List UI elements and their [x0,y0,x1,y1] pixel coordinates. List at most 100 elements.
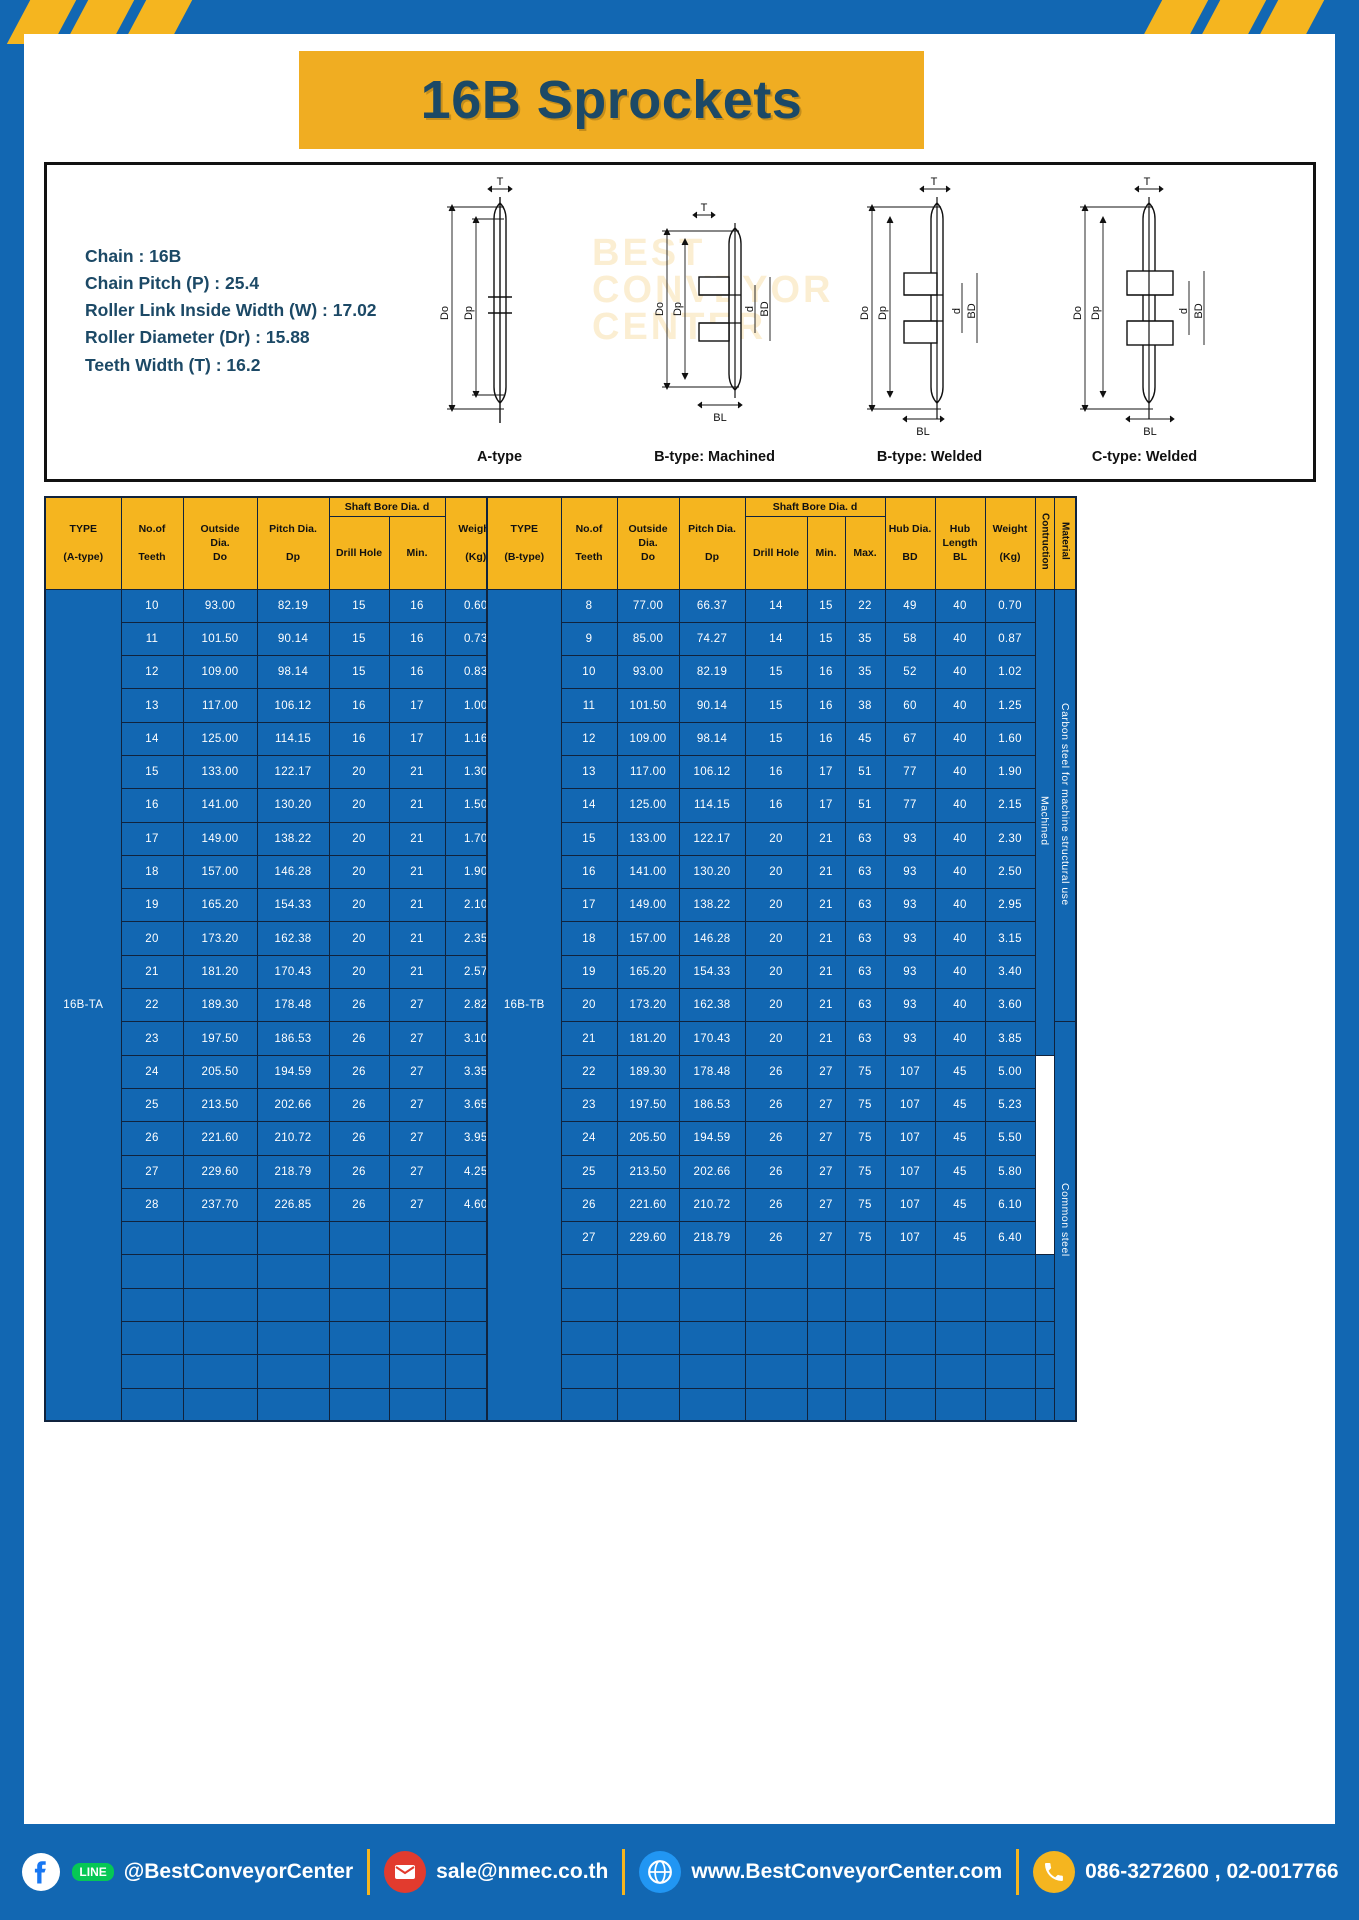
table-cell: 27 [560,1221,618,1256]
footer-facebook[interactable]: LINE @BestConveyorCenter [6,1851,367,1893]
table-cell: 14 [744,588,808,623]
svg-text:BL: BL [916,426,929,438]
material-carbon-steel: Carbon steel for machine structural use [1053,588,1077,1023]
svg-text:d: d [744,306,756,312]
table-cell: 22 [844,588,886,623]
table-row: 9 85.00 74.27 14 15 35 58 40 0.87 [487,621,1076,657]
page-title: 16B Sprockets [420,70,803,130]
table-cell: 205.50 [182,1054,258,1089]
table-cell-empty [388,1387,446,1422]
table-cell: 19 [560,954,618,990]
table-cell: 15 [328,655,390,690]
table-cell: 45 [934,1187,986,1223]
table-cell: 93 [884,854,936,890]
svg-text:BD: BD [759,301,771,316]
table-cell-empty [616,1287,680,1323]
table-cell: 40 [934,655,986,690]
facebook-handle: @BestConveyorCenter [123,1860,354,1883]
table-cell-empty [884,1254,936,1289]
website-url: www.BestConveyorCenter.com [691,1860,1003,1883]
table-cell: 93 [884,1021,936,1056]
table-cell: 45 [934,1121,986,1156]
table-cell-empty [256,1254,330,1289]
table-cell: 26 [328,1054,390,1089]
table-cell: 93 [884,954,936,990]
table-cell-empty [328,1287,390,1323]
table-cell: 60 [884,688,936,723]
table-cell: 17 [806,788,846,823]
b-type-machined-drawing: T Do Dp d BD BL [654,202,771,424]
table-cell: 26 [744,1221,808,1256]
table-cell: 21 [388,854,446,890]
table-cell-empty [256,1387,330,1422]
table-cell-empty [560,1354,618,1389]
table-cell: 63 [844,854,886,890]
table-cell: 186.53 [678,1087,746,1123]
table-cell: 5.23 [984,1087,1036,1123]
table-cell-empty [616,1387,680,1422]
th-b-drill-hole: Drill Hole [744,516,808,590]
svg-text:Dp: Dp [672,302,684,316]
table-cell: 51 [844,788,886,823]
table-cell: 75 [844,1187,886,1223]
table-cell: 130.20 [256,788,330,823]
table-cell: 27 [388,1187,446,1223]
table-cell: 237.70 [182,1187,258,1223]
table-cell-empty [744,1354,808,1389]
footer-website[interactable]: www.BestConveyorCenter.com [625,1851,1016,1893]
table-row: 12 109.00 98.14 15 16 45 67 40 1.60 [487,721,1076,756]
th-b-material: Material [1053,496,1077,590]
footer-divider-2 [622,1849,626,1895]
table-cell: 154.33 [256,888,330,923]
table-cell: 40 [934,1021,986,1056]
table-row: 14 125.00 114.15 16 17 51 77 40 2.15 [487,788,1076,823]
table-cell: 0.87 [984,621,1036,657]
th-a-pitch-dia: Pitch Dia. Dp [256,496,330,590]
table-cell: 49 [884,588,936,623]
table-cell: 218.79 [256,1154,330,1189]
footer-phone[interactable]: 086-3272600 , 02-0017766 [1019,1851,1352,1893]
table-cell: 21 [388,754,446,790]
table-cell: 21 [120,954,184,990]
table-cell-empty [182,1354,258,1389]
table-cell-empty [560,1254,618,1289]
table-cell: 11 [120,621,184,657]
table-cell: 20 [328,788,390,823]
specifications-list: Chain : 16B Chain Pitch (P) : 25.4 Rolle… [85,243,377,379]
table-cell: 21 [806,1021,846,1056]
line-icon: LINE [72,1863,114,1881]
table-cell: 10 [560,655,618,690]
table-cell: 20 [744,888,808,923]
table-cell: 23 [560,1087,618,1123]
table-cell: 20 [328,821,390,856]
table-cell: 20 [560,988,618,1023]
table-cell: 106.12 [678,754,746,790]
table-cell: 26 [120,1121,184,1156]
table-cell: 109.00 [182,655,258,690]
svg-text:T: T [497,176,504,188]
table-cell-empty [256,1321,330,1356]
a-type-drawing: T Do Dp [439,176,513,423]
footer-email[interactable]: sale@nmec.co.th [370,1851,622,1893]
table-cell: 16 [388,621,446,657]
table-cell-empty [328,1354,390,1389]
table-cell: 27 [388,1021,446,1056]
th-b-hub-length: Hub Length BL [934,496,986,590]
table-cell-empty [744,1387,808,1422]
construction-machined: Machined [1034,588,1055,1056]
table-cell: 22 [560,1054,618,1089]
table-cell-empty [388,1287,446,1323]
table-cell-empty [1034,1354,1055,1389]
table-cell-empty [984,1254,1036,1289]
table-row: 20 173.20 162.38 20 21 63 93 40 3.60 [487,988,1076,1023]
table-cell: 218.79 [678,1221,746,1256]
table-cell: 27 [806,1221,846,1256]
svg-text:Do: Do [859,306,871,320]
table-cell: 2.30 [984,821,1036,856]
table-cell: 93 [884,888,936,923]
table-cell-empty [806,1321,846,1356]
table-cell: 21 [806,854,846,890]
table-row: 17 149.00 138.22 20 21 63 93 40 2.95 [487,888,1076,923]
table-cell: 5.00 [984,1054,1036,1089]
table-cell: 23 [120,1021,184,1056]
